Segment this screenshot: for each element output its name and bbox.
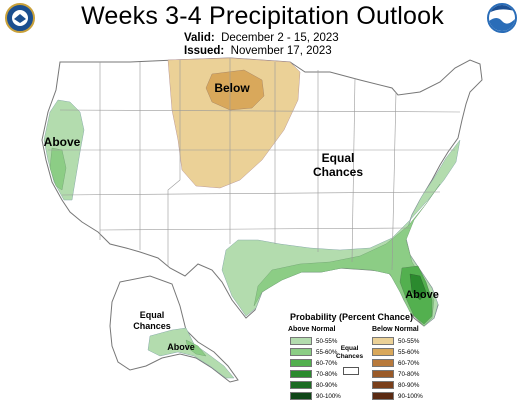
legend-below-label-4: 80-90% xyxy=(398,382,420,389)
equal-chances-label-line2: Chances xyxy=(313,165,363,179)
above-florida-label: Above xyxy=(405,289,439,301)
alaska-above-50-55-region xyxy=(147,327,235,379)
valid-value: December 2 - 15, 2023 xyxy=(221,32,339,44)
legend-equal-line1: Equal xyxy=(340,345,359,352)
legend-equal-line2: Chances xyxy=(336,353,364,360)
legend-title: Probability (Percent Chance) xyxy=(290,312,414,322)
legend-above-label-2: 60-70% xyxy=(316,360,338,367)
legend-above-swatch-5 xyxy=(290,392,312,400)
legend-below-label-1: 55-60% xyxy=(398,349,420,356)
legend-below-header: Below Normal xyxy=(372,326,419,333)
above-west-label: Above xyxy=(44,135,81,149)
legend-equal-chances: Equal Chances xyxy=(336,345,363,361)
legend-above-label-4: 80-90% xyxy=(316,382,338,389)
legend-below-label-5: 90-100% xyxy=(398,393,423,400)
alaska-above-55-60-region xyxy=(185,339,207,357)
below-55-60-region xyxy=(205,69,265,111)
issued-value: November 17, 2023 xyxy=(230,45,332,57)
legend-below-swatch-0 xyxy=(372,337,394,345)
legend-above-header: Above Normal xyxy=(288,326,336,333)
page-title: Weeks 3-4 Precipitation Outlook xyxy=(81,2,444,30)
legend-below-label-3: 70-80% xyxy=(398,371,420,378)
legend-below-swatch-1 xyxy=(372,348,394,356)
legend-above-swatch-3 xyxy=(290,370,312,378)
alaska-equal-label-line1: Equal xyxy=(140,310,165,320)
legend-below-label-2: 60-70% xyxy=(398,360,420,367)
legend-below-swatch-4 xyxy=(372,381,394,389)
legend-below-swatch-2 xyxy=(372,359,394,367)
alaska-equal-label-line2: Chances xyxy=(133,321,171,331)
alaska-above-label: Above xyxy=(167,342,195,352)
below-50-55-region xyxy=(167,57,301,189)
legend-equal-swatch xyxy=(343,367,359,375)
legend-above-swatch-1 xyxy=(290,348,312,356)
issued-label: Issued: xyxy=(184,45,225,57)
equal-chances-label-line1: Equal xyxy=(322,151,355,165)
legend-above-swatch-4 xyxy=(290,381,312,389)
legend-above-swatch-0 xyxy=(290,337,312,345)
legend-below-swatch-3 xyxy=(372,370,394,378)
legend-above-swatch-2 xyxy=(290,359,312,367)
valid-dates: Valid: December 2 - 15, 2023 xyxy=(184,32,339,44)
above-florida-70-80-region xyxy=(409,273,427,301)
noaa-logo-icon xyxy=(487,3,517,33)
legend-below-label-0: 50-55% xyxy=(398,338,420,345)
valid-label: Valid: xyxy=(184,32,215,44)
commerce-seal-icon xyxy=(5,3,35,33)
below-label: Below xyxy=(214,81,250,95)
legend-above-label-3: 70-80% xyxy=(316,371,338,378)
issued-date: Issued: November 17, 2023 xyxy=(184,45,332,57)
legend-above-label-5: 90-100% xyxy=(316,393,341,400)
state-borders xyxy=(48,58,461,271)
legend-above-label-0: 50-55% xyxy=(316,338,338,345)
legend-below-swatch-5 xyxy=(372,392,394,400)
legend-above-label-1: 55-60% xyxy=(316,349,338,356)
